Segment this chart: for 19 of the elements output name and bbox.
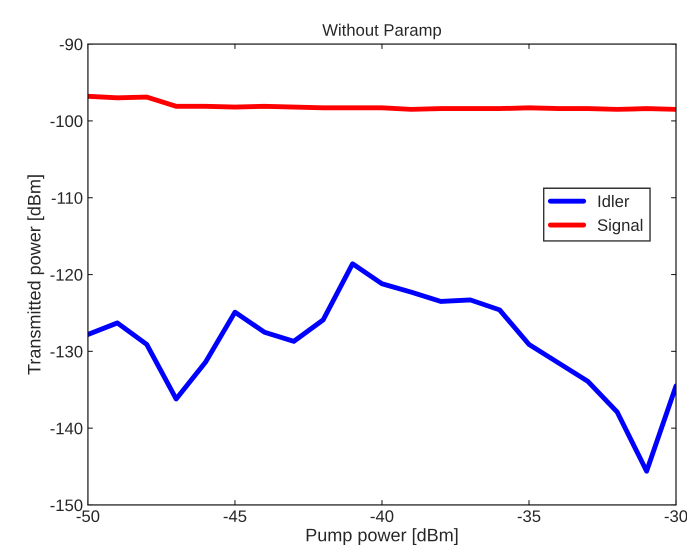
x-axis-title: Pump power [dBm] [306, 528, 458, 545]
line-series [88, 94, 676, 112]
x-tick-label: -45 [224, 510, 246, 522]
legend-label: Idler [598, 194, 630, 208]
x-tick-label: -30 [664, 510, 687, 522]
y-axis-title: Transmitted power [dBm] [27, 175, 44, 375]
x-tick-label: -40 [370, 510, 394, 522]
y-tick-label: -140 [50, 422, 82, 434]
y-tick-label: -90 [60, 38, 82, 50]
y-tick-label: -150 [50, 499, 82, 512]
chart-title: Without Paramp [322, 24, 442, 40]
y-tick-label: -130 [50, 346, 82, 358]
line-series [88, 261, 676, 474]
y-tick-label: -100 [50, 115, 82, 128]
y-tick-label: -120 [50, 268, 82, 281]
x-tick-label: -35 [518, 510, 540, 522]
legend-label: Signal [598, 218, 642, 234]
y-tick-label: -110 [52, 192, 82, 204]
x-tick-label: -50 [76, 510, 100, 522]
